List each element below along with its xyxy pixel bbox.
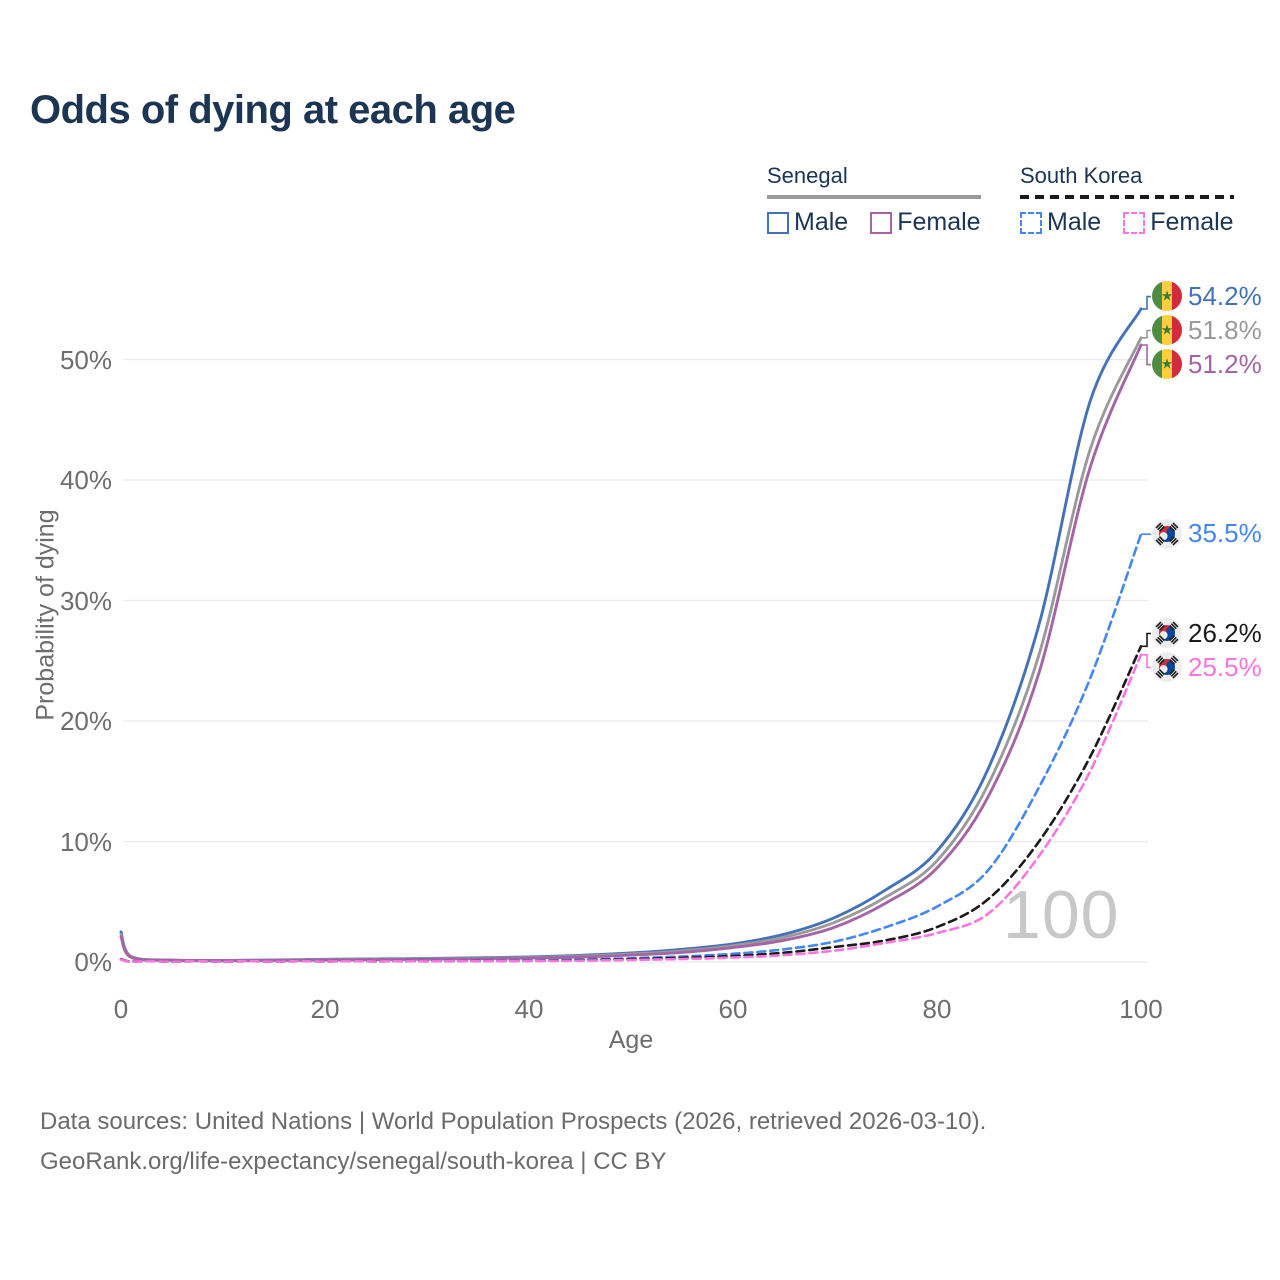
legend-group-senegal: Senegal Male Female	[767, 163, 981, 237]
legend-label-senegal-male: Male	[794, 208, 849, 236]
y-tick-label: 40%	[59, 465, 112, 495]
legend-item-south-korea-female[interactable]: Female	[1123, 208, 1234, 237]
x-tick-label: 20	[310, 994, 340, 1024]
legend-item-senegal-female[interactable]: Female	[870, 208, 981, 237]
x-tick-label: 0	[113, 994, 129, 1024]
legend-country-south-korea[interactable]: South Korea	[1020, 163, 1143, 188]
end-label-value: 51.8%	[1188, 314, 1262, 345]
end-label-value: 54.2%	[1188, 280, 1262, 311]
senegal-flag-icon: ★	[1152, 315, 1182, 346]
legend-label-south-korea-male: Male	[1047, 208, 1102, 236]
x-tick-label: 40	[514, 994, 544, 1024]
y-tick-label: 50%	[59, 344, 112, 375]
legend-item-south-korea-male[interactable]: Male	[1020, 208, 1101, 237]
end-label-value: 51.2%	[1188, 348, 1262, 379]
end-label-value: 35.5%	[1188, 518, 1262, 549]
senegal-flag-icon: ★	[1152, 349, 1182, 380]
legend-underline-senegal	[767, 195, 981, 199]
legend-swatch-senegal-male	[767, 211, 789, 234]
legend-swatch-senegal-female	[870, 211, 893, 234]
end-label-senegal-female[interactable]: ★ 51.2%	[1152, 349, 1262, 380]
hover-age-watermark: 100	[1003, 877, 1120, 953]
end-label-value: 25.5%	[1188, 651, 1262, 682]
legend-label-south-korea-female: Female	[1150, 208, 1234, 236]
y-tick-label: 0%	[74, 947, 112, 977]
legend-underline-south-korea	[1020, 195, 1234, 199]
legend-group-south-korea: South Korea Male Female	[1020, 163, 1234, 237]
legend-swatch-south-korea-female	[1123, 211, 1146, 234]
legend-country-senegal[interactable]: Senegal	[767, 163, 848, 188]
y-tick-label: 30%	[59, 585, 112, 616]
south-korea-flag-icon	[1152, 652, 1182, 682]
end-label-south-korea-male[interactable]: 35.5%	[1152, 518, 1262, 549]
curve-south-korea-female[interactable]	[119, 653, 1143, 964]
south-korea-flag-icon	[1152, 618, 1182, 648]
legend-item-senegal-male[interactable]: Male	[767, 208, 848, 237]
south-korea-flag-icon	[1152, 518, 1182, 549]
end-label-value: 26.2%	[1188, 617, 1262, 648]
end-label-south-korea-both[interactable]: 26.2%	[1152, 618, 1262, 649]
footer-link: GeoRank.org/life-expectancy/senegal/sout…	[40, 1148, 667, 1175]
page-title: Odds of dying at each age	[30, 88, 516, 132]
y-tick-label: 20%	[59, 706, 112, 736]
end-label-senegal-male[interactable]: ★ 54.2%	[1152, 281, 1262, 312]
legend-label-senegal-female: Female	[897, 208, 981, 236]
end-label-south-korea-female[interactable]: 25.5%	[1152, 652, 1262, 683]
end-label-senegal-both[interactable]: ★ 51.8%	[1152, 315, 1262, 346]
senegal-flag-icon: ★	[1152, 281, 1182, 312]
y-tick-label: 10%	[59, 826, 112, 857]
plot-area[interactable]	[121, 285, 1148, 962]
x-tick-label: 80	[922, 994, 952, 1024]
legend-swatch-south-korea-male	[1020, 211, 1042, 234]
x-tick-label: 100	[1119, 994, 1163, 1024]
x-axis-title: Age	[608, 1026, 654, 1054]
x-tick-label: 60	[718, 994, 748, 1024]
footer-sources: Data sources: United Nations | World Pop…	[40, 1108, 987, 1135]
